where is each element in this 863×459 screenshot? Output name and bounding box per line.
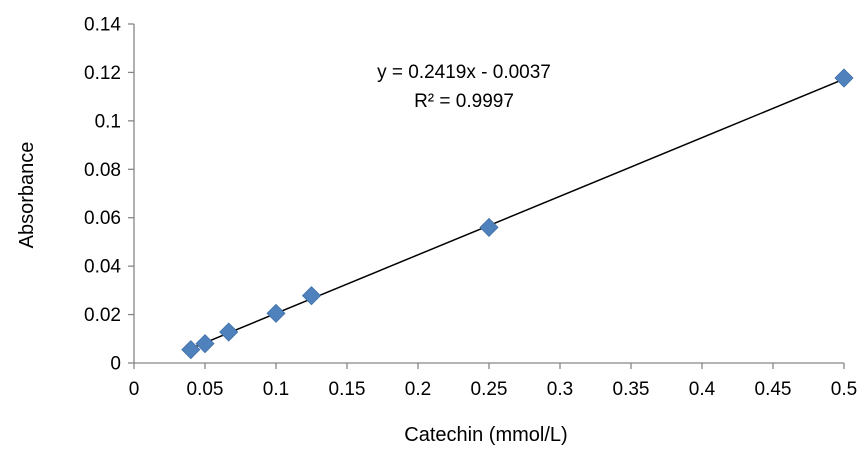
y-tick-label: 0.08: [84, 160, 121, 181]
x-tick-label: 0.5: [831, 379, 857, 400]
x-tick-label: 0.45: [755, 379, 792, 400]
axes: 0 0.02 0.04 0.06 0.08 0.1 0.12 0.14 0 0.05 0.1 0.15…: [84, 15, 857, 401]
trendline: [190, 78, 845, 350]
data-points: [181, 68, 854, 360]
x-tick-label: 0: [129, 379, 140, 400]
x-tick-label: 0.1: [263, 379, 289, 400]
y-tick-label: 0: [110, 354, 121, 375]
x-tick-label: 0.3: [547, 379, 573, 400]
y-tick-label: 0.12: [84, 63, 121, 84]
data-point-diamond: [301, 286, 322, 306]
data-point-diamond: [266, 303, 286, 323]
trendline-equation: y = 0.2419x - 0.0037: [377, 62, 551, 83]
trendline-r-squared: R² = 0.9997: [414, 91, 514, 112]
x-tick-label: 0.05: [187, 379, 224, 400]
x-tick-label: 0.35: [613, 379, 650, 400]
x-tick-label: 0.2: [405, 379, 431, 400]
x-tick-label: 0.15: [329, 379, 366, 400]
y-tick-label: 0.1: [95, 111, 121, 132]
trendline-group: [190, 78, 845, 350]
data-point-diamond: [479, 217, 499, 237]
y-axis-title: Absorbance: [16, 142, 38, 249]
x-tick-label: 0.4: [689, 379, 716, 400]
y-tick-label: 0.14: [84, 15, 121, 36]
y-tick-label: 0.04: [84, 257, 121, 278]
data-point-diamond: [834, 68, 854, 88]
data-point-diamond: [181, 340, 201, 360]
y-tick-label: 0.02: [84, 305, 121, 326]
y-tick-label: 0.06: [84, 208, 121, 229]
x-axis-title: Catechin (mmol/L): [404, 424, 567, 446]
data-point-diamond: [195, 334, 215, 354]
x-tick-label: 0.25: [471, 379, 508, 400]
data-point-diamond: [219, 322, 239, 342]
